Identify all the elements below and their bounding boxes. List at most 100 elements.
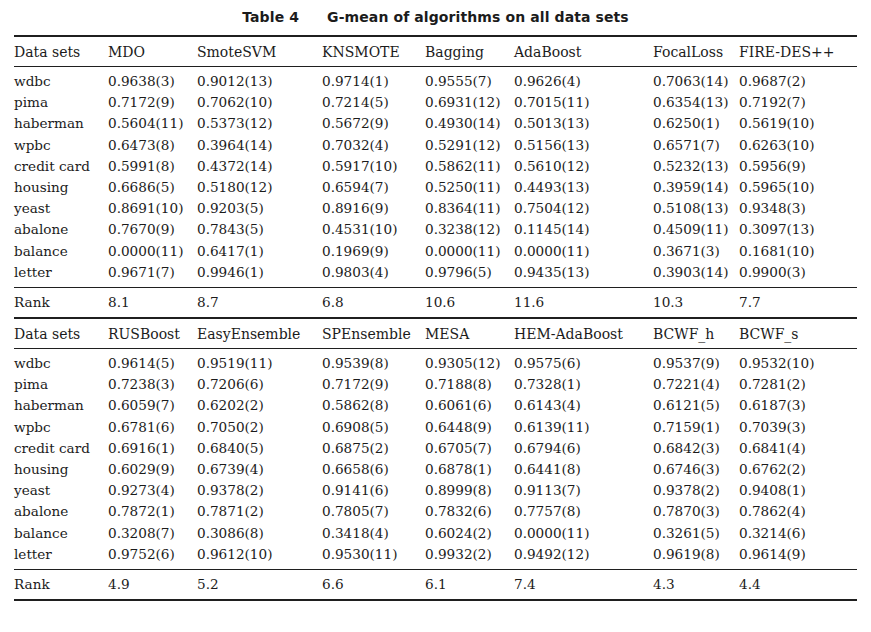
value-cell: 0.9619(8): [653, 544, 739, 570]
dataset-cell: letter: [14, 544, 108, 570]
value-cell: 0.8916(9): [322, 198, 425, 219]
rank-value-cell: 7.7: [739, 288, 857, 319]
value-cell: 0.6594(7): [322, 177, 425, 198]
value-cell: 0.9012(13): [197, 67, 322, 93]
value-cell: 0.6658(6): [322, 459, 425, 480]
value-cell: 0.6739(4): [197, 459, 322, 480]
rank-value-cell: 4.9: [108, 570, 197, 601]
dataset-cell: wdbc: [14, 349, 108, 375]
dataset-cell: balance: [14, 241, 108, 262]
value-cell: 0.6263(10): [739, 135, 857, 156]
dataset-cell: housing: [14, 459, 108, 480]
table-row: wpbc0.6781(6)0.7050(2)0.6908(5)0.6448(9)…: [14, 417, 857, 438]
value-cell: 0.7172(9): [108, 92, 197, 113]
value-cell: 0.3238(12): [425, 219, 514, 240]
value-cell: 0.9305(12): [425, 349, 514, 375]
value-cell: 0.6686(5): [108, 177, 197, 198]
value-cell: 0.9530(11): [322, 544, 425, 570]
value-cell: 0.4493(13): [514, 177, 653, 198]
value-cell: 0.7238(3): [108, 374, 197, 395]
value-cell: 0.5991(8): [108, 156, 197, 177]
value-cell: 0.6202(2): [197, 395, 322, 416]
table-row: wdbc0.9614(5)0.9519(11)0.9539(8)0.9305(1…: [14, 349, 857, 375]
value-cell: 0.5291(12): [425, 135, 514, 156]
value-cell: 0.6875(2): [322, 438, 425, 459]
table-row: wdbc0.9638(3)0.9012(13)0.9714(1)0.9555(7…: [14, 67, 857, 93]
value-cell: 0.7159(1): [653, 417, 739, 438]
value-cell: 0.9539(8): [322, 349, 425, 375]
dataset-cell: wpbc: [14, 135, 108, 156]
column-header-knsmote: KNSMOTE: [322, 36, 425, 67]
value-cell: 0.3418(4): [322, 523, 425, 544]
value-cell: 0.9537(9): [653, 349, 739, 375]
value-cell: 0.9113(7): [514, 480, 653, 501]
table-row: haberman0.6059(7)0.6202(2)0.5862(8)0.606…: [14, 395, 857, 416]
value-cell: 0.7063(14): [653, 67, 739, 93]
value-cell: 0.6842(3): [653, 438, 739, 459]
value-cell: 0.7832(6): [425, 501, 514, 522]
column-header-mesa: MESA: [425, 319, 514, 349]
value-cell: 0.3964(14): [197, 135, 322, 156]
value-cell: 0.7050(2): [197, 417, 322, 438]
value-cell: 0.7032(4): [322, 135, 425, 156]
column-header-adaboost: AdaBoost: [514, 36, 653, 67]
rank-value-cell: 8.1: [108, 288, 197, 319]
value-cell: 0.9435(13): [514, 262, 653, 288]
value-cell: 0.5013(13): [514, 113, 653, 134]
value-cell: 0.7188(8): [425, 374, 514, 395]
value-cell: 0.9348(3): [739, 198, 857, 219]
dataset-cell: abalone: [14, 219, 108, 240]
value-cell: 0.3261(5): [653, 523, 739, 544]
column-header-data-sets: Data sets: [14, 36, 108, 67]
value-cell: 0.6121(5): [653, 395, 739, 416]
value-cell: 0.9803(4): [322, 262, 425, 288]
value-cell: 0.7015(11): [514, 92, 653, 113]
value-cell: 0.6473(8): [108, 135, 197, 156]
column-header-smotesvm: SmoteSVM: [197, 36, 322, 67]
value-cell: 0.7281(2): [739, 374, 857, 395]
value-cell: 0.6448(9): [425, 417, 514, 438]
table-caption: Table 4G-mean of algorithms on all data …: [14, 9, 857, 25]
value-cell: 0.6841(4): [739, 438, 857, 459]
value-cell: 0.9612(10): [197, 544, 322, 570]
table-row: balance0.3208(7)0.3086(8)0.3418(4)0.6024…: [14, 523, 857, 544]
value-cell: 0.6571(7): [653, 135, 739, 156]
value-cell: 0.7039(3): [739, 417, 857, 438]
dataset-cell: credit card: [14, 438, 108, 459]
rank-value-cell: 11.6: [514, 288, 653, 319]
value-cell: 0.9273(4): [108, 480, 197, 501]
value-cell: 0.3903(14): [653, 262, 739, 288]
value-cell: 0.6024(2): [425, 523, 514, 544]
value-cell: 0.6705(7): [425, 438, 514, 459]
value-cell: 0.9378(2): [197, 480, 322, 501]
rank-value-cell: 4.4: [739, 570, 857, 601]
value-cell: 0.6187(3): [739, 395, 857, 416]
dataset-cell: credit card: [14, 156, 108, 177]
value-cell: 0.9519(11): [197, 349, 322, 375]
column-header-mdo: MDO: [108, 36, 197, 67]
value-cell: 0.5250(11): [425, 177, 514, 198]
dataset-cell: yeast: [14, 198, 108, 219]
value-cell: 0.7670(9): [108, 219, 197, 240]
rank-value-cell: 5.2: [197, 570, 322, 601]
value-cell: 0.7870(3): [653, 501, 739, 522]
rank-value-cell: 6.8: [322, 288, 425, 319]
dataset-cell: housing: [14, 177, 108, 198]
value-cell: 0.6762(2): [739, 459, 857, 480]
value-cell: 0.1969(9): [322, 241, 425, 262]
table-row: letter0.9671(7)0.9946(1)0.9803(4)0.9796(…: [14, 262, 857, 288]
rank-value-cell: 6.1: [425, 570, 514, 601]
value-cell: 0.6931(12): [425, 92, 514, 113]
value-cell: 0.7871(2): [197, 501, 322, 522]
value-cell: 0.6908(5): [322, 417, 425, 438]
value-cell: 0.5862(8): [322, 395, 425, 416]
table-row: letter0.9752(6)0.9612(10)0.9530(11)0.993…: [14, 544, 857, 570]
value-cell: 0.6746(3): [653, 459, 739, 480]
header-row: Data setsMDOSmoteSVMKNSMOTEBaggingAdaBoo…: [14, 36, 857, 67]
value-cell: 0.7757(8): [514, 501, 653, 522]
table-row: pima0.7238(3)0.7206(6)0.7172(9)0.7188(8)…: [14, 374, 857, 395]
value-cell: 0.9714(1): [322, 67, 425, 93]
table-row: balance0.0000(11)0.6417(1)0.1969(9)0.000…: [14, 241, 857, 262]
value-cell: 0.6916(1): [108, 438, 197, 459]
column-header-rusboost: RUSBoost: [108, 319, 197, 349]
